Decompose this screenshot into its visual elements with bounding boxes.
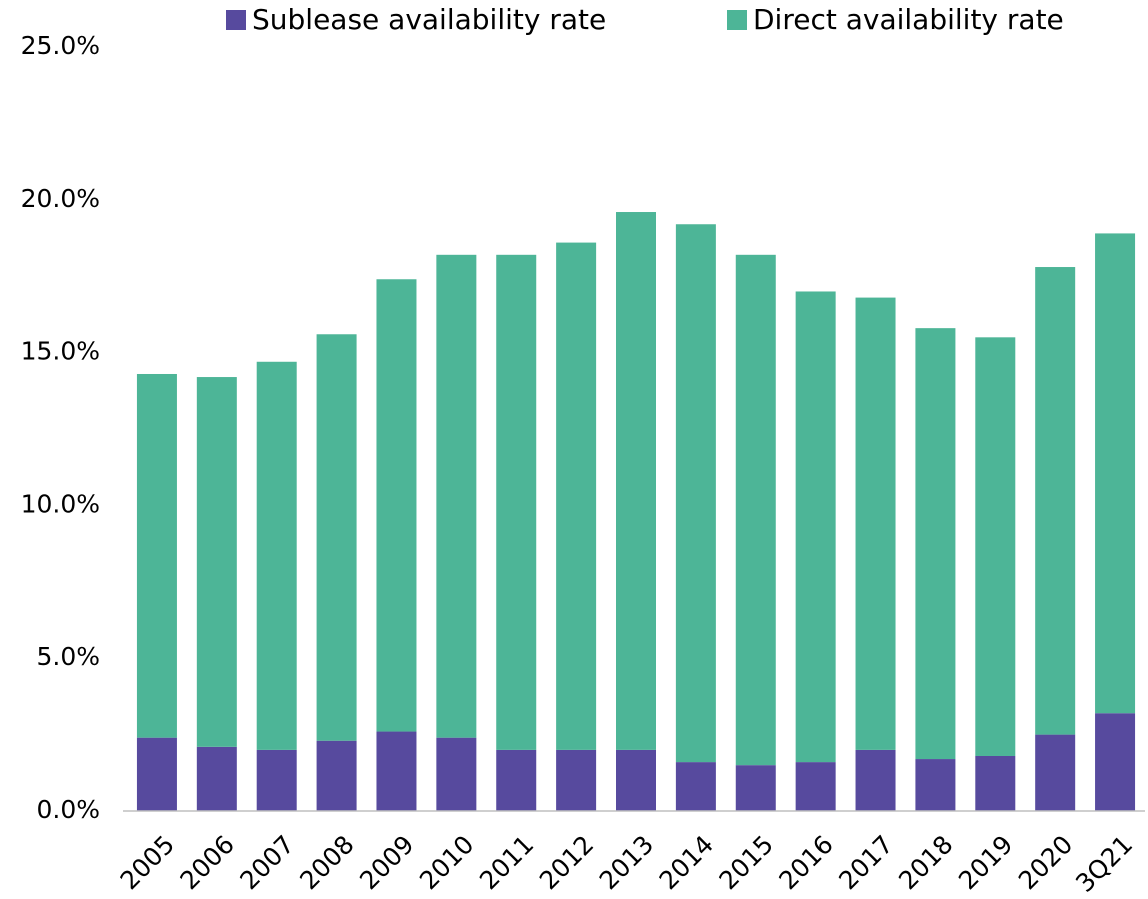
bar-segment xyxy=(1095,713,1136,811)
x-tick-label: 2012 xyxy=(534,830,599,895)
bar-segment xyxy=(496,749,537,811)
x-tick-label: 2005 xyxy=(115,830,180,895)
x-tick-label: 3Q21 xyxy=(1070,830,1138,898)
bar-segment xyxy=(196,746,237,811)
bar-segment xyxy=(556,242,597,750)
bar-segment xyxy=(256,749,297,811)
bar-segment xyxy=(795,291,836,763)
y-tick-label: 25.0% xyxy=(21,31,100,60)
bar-segment xyxy=(1095,233,1136,714)
x-tick-label: 2019 xyxy=(953,830,1018,895)
x-tick-label: 2014 xyxy=(654,830,719,895)
x-tick-label: 2018 xyxy=(893,830,958,895)
bar-segment xyxy=(855,297,896,750)
bar-segment xyxy=(915,328,956,760)
bar-segment xyxy=(616,749,656,811)
bar-segment xyxy=(616,212,656,750)
bar-segment xyxy=(915,759,956,811)
bar-segment xyxy=(316,334,357,741)
bar-segment xyxy=(1035,267,1076,735)
x-tick-label: 2008 xyxy=(294,830,359,895)
y-tick-label: 0.0% xyxy=(36,795,100,824)
x-tick-label: 2017 xyxy=(833,830,898,895)
bar-segment xyxy=(855,749,896,811)
bar-segment xyxy=(675,762,716,811)
bar-segment xyxy=(316,740,357,811)
y-tick-label: 10.0% xyxy=(21,489,100,518)
bar-segment xyxy=(256,361,297,750)
bar-segment xyxy=(675,224,716,763)
x-tick-label: 2015 xyxy=(713,830,778,895)
bar-segment xyxy=(136,737,177,811)
legend-label: Sublease availability rate xyxy=(252,3,606,36)
bar-segment xyxy=(376,279,417,732)
legend-label: Direct availability rate xyxy=(753,3,1064,36)
bar-segment xyxy=(436,737,477,811)
bar-segment xyxy=(496,254,537,750)
bar-segment xyxy=(975,755,1016,811)
x-tick-label: 2010 xyxy=(414,830,479,895)
bar-segment xyxy=(196,377,237,747)
bar-segment xyxy=(735,765,776,811)
bar-segment xyxy=(556,749,597,811)
y-tick-label: 15.0% xyxy=(21,337,100,366)
bar-segment xyxy=(795,762,836,811)
bar-segment xyxy=(975,337,1016,756)
legend-swatch xyxy=(226,10,246,30)
bar-segment xyxy=(735,254,776,766)
x-tick-label: 2006 xyxy=(175,830,240,895)
y-tick-label: 5.0% xyxy=(36,642,100,671)
bar-segment xyxy=(136,373,177,738)
x-tick-label: 2016 xyxy=(773,830,838,895)
x-tick-label: 2013 xyxy=(594,830,659,895)
y-tick-label: 20.0% xyxy=(21,184,100,213)
x-tick-label: 2020 xyxy=(1013,830,1078,895)
legend-swatch xyxy=(727,10,747,30)
x-tick-label: 2007 xyxy=(234,830,299,895)
x-tick-label: 2009 xyxy=(354,830,419,895)
bar-segment xyxy=(376,731,417,811)
bar-segment xyxy=(1035,734,1076,811)
legend: Sublease availability rate Direct availab… xyxy=(226,3,1064,36)
x-tick-label: 2011 xyxy=(474,830,539,895)
bar-segment xyxy=(436,254,477,738)
